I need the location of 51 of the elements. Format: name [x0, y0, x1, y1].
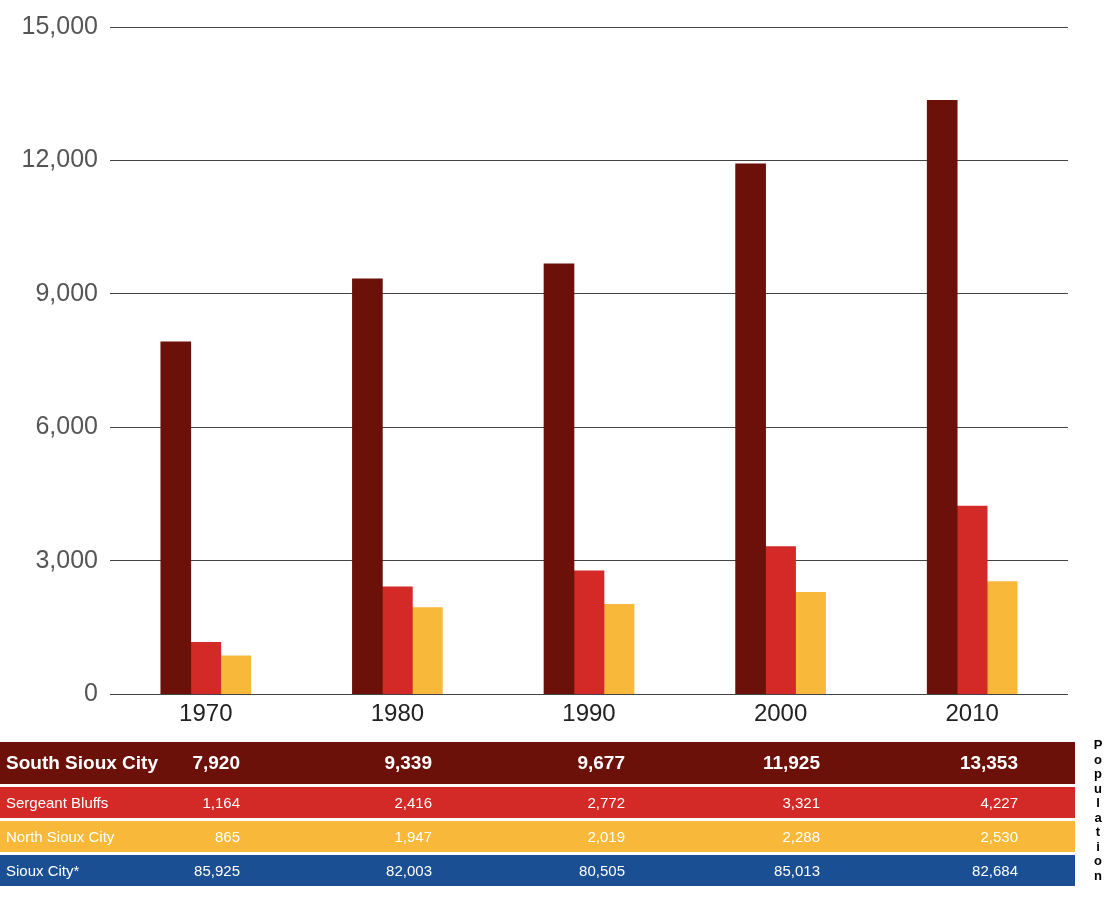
text: 82,684 [972, 862, 1018, 879]
data-label: 4,227 [980, 794, 1018, 811]
bar [956, 505, 988, 695]
bar [382, 586, 413, 695]
bar [160, 341, 192, 695]
bar [603, 604, 635, 695]
bar [795, 592, 826, 695]
x-tick-label: 1990 [562, 699, 616, 727]
data-label: 865 [214, 828, 240, 845]
text: 85,013 [774, 862, 820, 879]
x-tick-label: 2000 [753, 699, 808, 727]
bar [573, 570, 605, 695]
data-label: 2,288 [782, 828, 820, 845]
data-label: 7,920 [192, 752, 240, 774]
y-tick-label: 3,000 [35, 544, 98, 573]
bar [735, 163, 766, 695]
data-label: 2,416 [394, 794, 432, 811]
text: Sergeant Bluffs [6, 794, 109, 811]
bar [765, 546, 796, 695]
text: Population [1093, 737, 1103, 883]
data-label: 3,321 [782, 794, 820, 811]
data-label: 11,925 [762, 752, 820, 774]
bar [220, 655, 252, 695]
data-label: 13,353 [959, 752, 1018, 774]
bar [190, 642, 222, 695]
text: North Sioux City [6, 828, 115, 845]
data-label: 9,677 [577, 752, 625, 774]
x-tick-label: 2010 [945, 699, 999, 727]
text: South Sioux City [6, 752, 158, 774]
data-label: 9,339 [384, 752, 432, 774]
text: 85,925 [194, 862, 240, 879]
bar [926, 99, 958, 695]
x-tick-label: 1980 [370, 699, 425, 727]
y-tick-label: 15,000 [21, 10, 98, 39]
data-label: 2,019 [587, 828, 625, 845]
y-tick-label: 12,000 [21, 144, 98, 173]
data-label: 2,772 [587, 794, 625, 811]
data-label: 1,164 [202, 794, 240, 811]
bar [986, 581, 1018, 695]
bar [352, 278, 383, 695]
y-tick-label: 0 [84, 678, 98, 707]
y-tick-label: 9,000 [35, 277, 98, 306]
bar [543, 263, 575, 695]
text: 82,003 [386, 862, 432, 879]
text: Sioux City* [6, 862, 80, 879]
data-label: 2,530 [980, 828, 1018, 845]
y-tick-label: 6,000 [35, 411, 98, 440]
bar [412, 607, 443, 695]
x-tick-label: 1970 [179, 699, 233, 727]
text: 80,505 [579, 862, 625, 879]
data-label: 1,947 [394, 828, 432, 845]
